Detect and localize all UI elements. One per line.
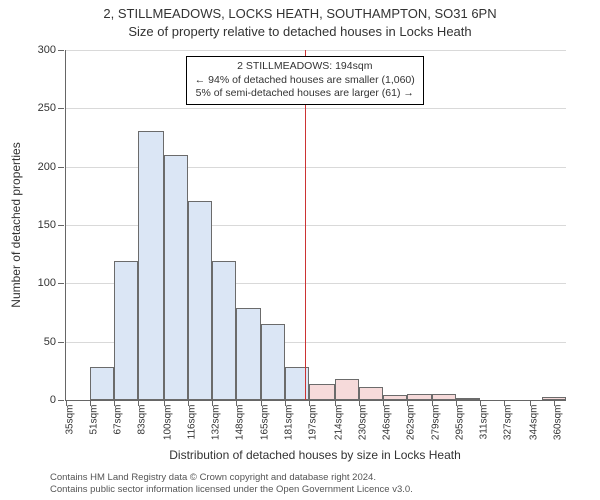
x-tick-label: 181sqm xyxy=(284,405,295,441)
grid-line xyxy=(66,50,566,51)
y-tick-label: 0 xyxy=(26,394,56,406)
y-tick xyxy=(58,225,64,226)
x-tick-label: 83sqm xyxy=(137,405,148,435)
x-tick-label: 197sqm xyxy=(308,405,319,441)
y-tick xyxy=(58,400,64,401)
annotation-line-3: 5% of semi-detached houses are larger (6… xyxy=(195,87,415,101)
x-axis-label: Distribution of detached houses by size … xyxy=(65,448,565,462)
y-tick xyxy=(58,342,64,343)
footer-line-1: Contains HM Land Registry data © Crown c… xyxy=(50,472,590,484)
y-tick-label: 150 xyxy=(26,219,56,231)
grid-line xyxy=(66,108,566,109)
y-axis-label: Number of detached properties xyxy=(9,142,23,307)
y-tick xyxy=(58,283,64,284)
y-tick xyxy=(58,108,64,109)
histogram-bar xyxy=(138,131,164,401)
x-tick-label: 148sqm xyxy=(234,405,245,441)
x-tick-label: 360sqm xyxy=(552,405,563,441)
x-tick-label: 214sqm xyxy=(333,405,344,441)
y-tick-label: 250 xyxy=(26,102,56,114)
histogram-bar xyxy=(188,201,212,401)
y-tick-label: 300 xyxy=(26,44,56,56)
histogram-bar xyxy=(90,367,114,400)
x-tick-label: 230sqm xyxy=(357,405,368,441)
histogram-bar xyxy=(164,155,188,400)
x-tick-label: 262sqm xyxy=(405,405,416,441)
histogram-bar xyxy=(335,379,359,400)
x-tick-label: 344sqm xyxy=(528,405,539,441)
plot-area: 05010015020025030035sqm51sqm67sqm83sqm10… xyxy=(65,50,566,401)
x-tick-label: 35sqm xyxy=(65,405,76,435)
histogram-bar xyxy=(114,261,138,400)
y-tick-label: 50 xyxy=(26,336,56,348)
x-tick-label: 165sqm xyxy=(260,405,271,441)
x-tick-label: 132sqm xyxy=(210,405,221,441)
chart-title-subtitle: Size of property relative to detached ho… xyxy=(0,24,600,39)
histogram-bar xyxy=(212,261,236,400)
histogram-bar xyxy=(407,394,433,400)
y-tick-label: 200 xyxy=(26,161,56,173)
y-tick xyxy=(58,50,64,51)
histogram-bar xyxy=(309,384,335,400)
histogram-bar xyxy=(456,398,480,400)
chart-container: 2, STILLMEADOWS, LOCKS HEATH, SOUTHAMPTO… xyxy=(0,0,600,500)
x-tick-label: 67sqm xyxy=(113,405,124,435)
footer-line-2: Contains public sector information licen… xyxy=(50,484,590,496)
x-tick-label: 311sqm xyxy=(479,405,490,440)
x-tick-label: 295sqm xyxy=(455,405,466,441)
x-tick-label: 116sqm xyxy=(186,405,197,440)
x-tick-label: 246sqm xyxy=(381,405,392,441)
annotation-line-1: 2 STILLMEADOWS: 194sqm xyxy=(195,60,415,74)
x-tick-label: 327sqm xyxy=(503,405,514,441)
x-tick-label: 279sqm xyxy=(431,405,442,441)
x-tick-label: 100sqm xyxy=(162,405,173,441)
y-tick-label: 100 xyxy=(26,277,56,289)
y-tick xyxy=(58,167,64,168)
histogram-bar xyxy=(236,308,262,400)
histogram-bar xyxy=(261,324,285,400)
chart-title-address: 2, STILLMEADOWS, LOCKS HEATH, SOUTHAMPTO… xyxy=(0,6,600,21)
histogram-bar xyxy=(432,394,456,400)
annotation-line-2: ← 94% of detached houses are smaller (1,… xyxy=(195,74,415,88)
footer: Contains HM Land Registry data © Crown c… xyxy=(50,472,590,496)
histogram-bar xyxy=(359,387,383,400)
annotation-box: 2 STILLMEADOWS: 194sqm← 94% of detached … xyxy=(186,56,424,105)
histogram-bar xyxy=(383,395,407,400)
x-tick-label: 51sqm xyxy=(89,405,100,435)
